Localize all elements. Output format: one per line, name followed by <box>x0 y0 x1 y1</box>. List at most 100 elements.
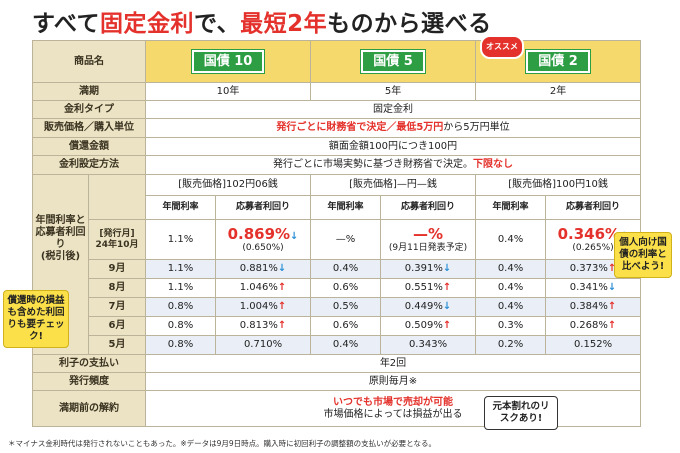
price-cell: [販売価格]102円06銭 <box>144 174 312 196</box>
row-label: 金利タイプ <box>32 100 146 119</box>
yield-cell: 0.881%↓ <box>214 259 312 279</box>
yield-value: 0.341% <box>569 282 608 293</box>
yield-value: 0.710% <box>243 339 283 350</box>
yield-value: 0.373% <box>569 263 608 274</box>
merged-cell: 年2回 <box>144 354 642 373</box>
cell-text: 発行ごとに市場実勢に基づき財務省で決定。 <box>273 159 473 170</box>
row: 金利設定方法 発行ごとに市場実勢に基づき財務省で決定。下限なし <box>32 155 642 175</box>
row: 満期 10年 5年 2年 <box>32 82 642 101</box>
cell-text: 原則毎月※ <box>368 375 418 387</box>
yield-cell: 1.046%↑ <box>214 278 312 298</box>
price: 100円10銭 <box>556 179 608 190</box>
yield-value: 1.046% <box>239 282 278 293</box>
yield-cell: 0.449%↓ <box>380 297 477 317</box>
row: 9月 1.1% 0.881%↓ 0.4% 0.391%↓ 0.4% 0.373%↑ <box>33 259 642 279</box>
issue-month: 24年10月 <box>95 239 139 250</box>
yield-value: 0.509% <box>404 320 443 331</box>
row-label: 満期前の解約 <box>32 390 146 427</box>
month: 7月 <box>88 297 146 317</box>
cell-text: 額面金額100円につき100円 <box>328 140 458 152</box>
trend-arrow: ↑ <box>442 282 452 293</box>
price-cell: [販売価格]—円—銭 <box>310 174 477 196</box>
yield-cell: 0.551%↑ <box>380 278 477 298</box>
yield-header: 応募者利回り <box>214 195 312 220</box>
rate: 0.3% <box>475 316 547 336</box>
product-cell: 国債 5 <box>310 40 477 83</box>
badge-text: 国債 <box>538 53 565 69</box>
row: 販売価格／購入単位 発行ごとに財務省で決定／最低5万円から5万円単位 <box>32 118 642 138</box>
yield-cell: 0.268%↑ <box>545 316 642 336</box>
price-label: [販売価格] <box>349 179 397 190</box>
badge-number: 2 <box>568 53 578 69</box>
yield-value: 0.551% <box>404 282 443 293</box>
trend-arrow: ↑ <box>607 301 617 312</box>
rate: 0.5% <box>310 297 382 317</box>
row-label: 償還金額 <box>32 137 146 156</box>
badge-text: 国債 <box>203 53 230 69</box>
cell: 2年 <box>475 82 642 101</box>
cell-text: 市場価格によっては損益が出る <box>323 408 463 420</box>
trend-arrow: ↑ <box>277 282 287 293</box>
row-label: 金利設定方法 <box>32 155 146 175</box>
row: 8月 1.1% 1.046%↑ 0.6% 0.551%↑ 0.4% 0.341%↓ <box>33 278 642 298</box>
issue-label-text: [発行月] <box>99 228 135 239</box>
yield-note: (0.650%) <box>242 243 284 254</box>
recommend-tag: オススメ <box>480 35 525 59</box>
month: 5月 <box>88 335 146 355</box>
merged-cell: 発行ごとに財務省で決定／最低5万円から5万円単位 <box>144 118 642 138</box>
cell: 5年 <box>310 82 477 101</box>
yield-cell: 0.341%↓ <box>545 278 642 298</box>
yield-note: (0.265%) <box>572 243 614 254</box>
yield-value: 0.881% <box>239 263 278 274</box>
yield-cell: 0.343% <box>380 335 477 355</box>
row-label: 販売価格／購入単位 <box>32 118 146 138</box>
yield-value: 1.004% <box>239 301 278 312</box>
product-cell: 国債 2 オススメ <box>475 35 642 83</box>
rate: —% <box>310 219 382 260</box>
yield-cell: 0.813%↑ <box>214 316 312 336</box>
yield-value: 0.346% <box>557 225 621 244</box>
callout: 償還時の損益も含めた利回りも要チェック! <box>3 290 69 348</box>
rate: 0.8% <box>145 335 216 355</box>
month: 6月 <box>88 316 146 336</box>
price-cell: [販売価格]100円10銭 <box>475 174 642 196</box>
row: 発行頻度 原則毎月※ <box>32 372 642 391</box>
cell-text: 下限なし <box>473 159 513 170</box>
yield-line: 0.869%↓ <box>216 225 310 243</box>
rate-header: 年間利率 <box>310 195 382 220</box>
product-badge: 国債 2 <box>525 48 591 75</box>
footnote: ＊マイナス金利時代は発行されないこともあった。※データは9月9日時点。購入時に初… <box>8 439 436 448</box>
merged-cell: 額面金額100円につき100円 <box>144 137 642 156</box>
yield-value: 0.869% <box>227 225 291 244</box>
badge-number: 5 <box>403 53 413 69</box>
row: 5月 0.8% 0.710% 0.4% 0.343% 0.2% 0.152% <box>33 335 642 355</box>
merged-cell: いつでも市場で売却が可能 市場価格によっては損益が出る <box>144 390 642 427</box>
rate: 0.6% <box>310 316 382 336</box>
yield-header: 応募者利回り <box>380 195 477 220</box>
cell: 10年 <box>144 82 312 101</box>
rate: 0.4% <box>475 297 547 317</box>
product-badge: 国債 10 <box>190 48 266 75</box>
row: 年間利率 応募者利回り 年間利率 応募者利回り 年間利率 応募者利回り <box>33 195 642 220</box>
rate: 0.8% <box>145 297 216 317</box>
row: 年間利率と応募者利回り (税引後) [販売価格]102円06銭 [販売価格]—円—銭[… <box>32 174 642 355</box>
yield-label-text: 年間利率と応募者利回り <box>35 215 86 250</box>
title-part: で、 <box>193 11 241 37</box>
row: 商品名 国債 10 国債 5 国債 2 オススメ <box>32 35 642 83</box>
trend-arrow: ↓ <box>277 263 287 274</box>
trend-arrow: ↓ <box>290 231 299 243</box>
rate: 1.1% <box>145 259 216 279</box>
trend-arrow: ↑ <box>607 320 617 331</box>
cell-text: いつでも市場で売却が可能 <box>333 396 453 408</box>
yield-value: 0.813% <box>239 320 278 331</box>
price: —円—銭 <box>396 179 437 190</box>
callout: 個人向け国債の利率と比べよう! <box>614 232 672 278</box>
price: 102円06銭 <box>226 179 278 190</box>
rate: 0.8% <box>145 316 216 336</box>
month: 9月 <box>88 259 146 279</box>
issue-label: [発行月] 24年10月 <box>88 219 146 260</box>
cell-text: 固定金利 <box>373 103 413 115</box>
row: 7月 0.8% 1.004%↑ 0.5% 0.449%↓ 0.4% 0.384%↑ <box>33 297 642 317</box>
product-badge: 国債 5 <box>360 48 426 75</box>
